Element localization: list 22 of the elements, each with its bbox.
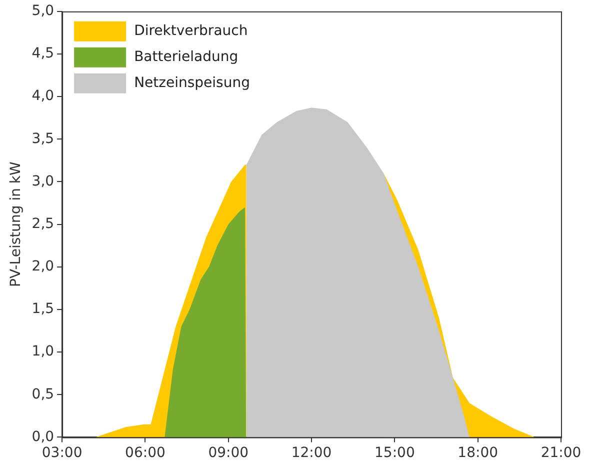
legend-label: Netzeinspeisung (134, 75, 250, 92)
y-tick-label: 0,5 (32, 386, 54, 402)
x-tick-label: 12:00 (291, 445, 332, 462)
x-tick-label: 18:00 (458, 445, 498, 462)
y-tick-label: 3,0 (32, 173, 54, 190)
y-tick-label: 4,0 (32, 88, 54, 104)
y-tick-label: 1,0 (32, 344, 54, 360)
y-tick-label: 1,5 (32, 301, 54, 318)
y-tick-label: 5,0 (32, 3, 54, 20)
legend-label: Batterieladung (134, 49, 238, 66)
y-tick-label: 2,0 (32, 258, 54, 275)
x-tick-label: 15:00 (374, 445, 415, 462)
y-tick-label: 2,5 (32, 216, 54, 232)
x-tick-label: 03:00 (42, 445, 82, 462)
y-tick-label: 4,5 (32, 46, 54, 62)
legend-label: Direktverbrauch (134, 23, 248, 40)
x-tick-label: 21:00 (540, 445, 582, 462)
y-axis-title: PV-Leistung in kW (8, 161, 24, 287)
x-tick-label: 09:00 (208, 445, 249, 462)
y-tick-label: 0,0 (32, 428, 54, 445)
y-tick-label: 3,5 (32, 130, 54, 147)
x-tick-label: 06:00 (125, 445, 166, 462)
